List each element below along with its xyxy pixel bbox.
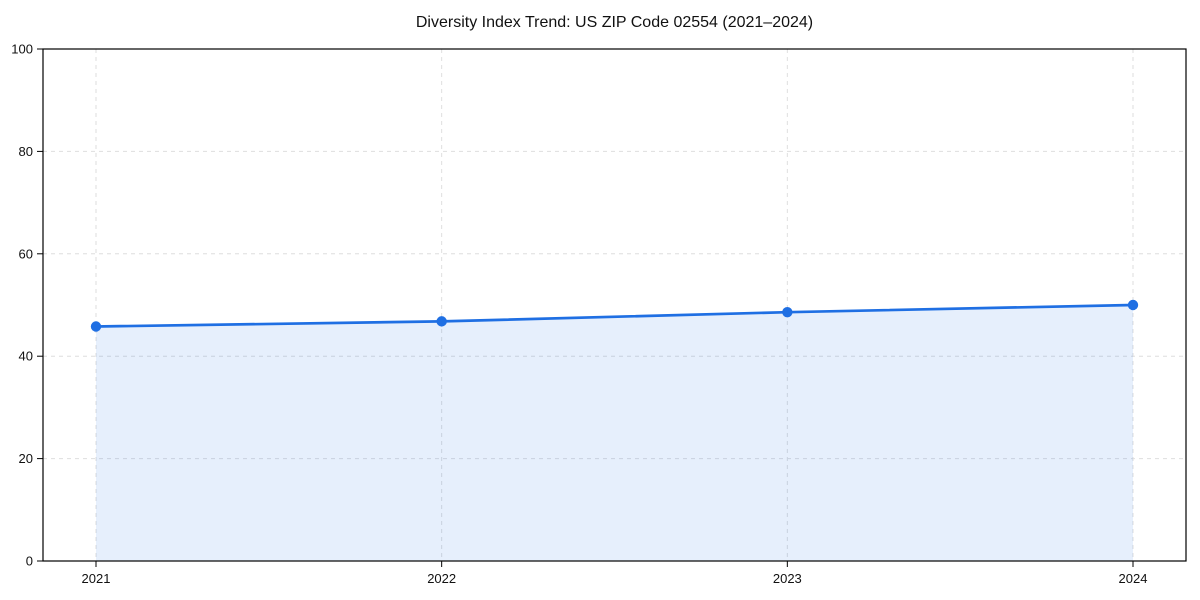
data-point <box>90 321 102 332</box>
x-axis-tick-label: 2024 <box>1119 571 1148 586</box>
chart-title: Diversity Index Trend: US ZIP Code 02554… <box>415 14 814 31</box>
area-fill <box>96 305 1133 561</box>
x-axis-tick-label: 2021 <box>82 571 111 586</box>
data-point <box>782 306 793 318</box>
plot-border <box>42 48 1187 562</box>
data-point <box>1127 299 1139 311</box>
y-axis-tick-label: 20 <box>19 451 33 466</box>
x-axis-tick-label: 2023 <box>773 571 802 586</box>
y-axis-tick-label: 0 <box>26 554 33 569</box>
x-axis-tick-label: 2022 <box>427 571 456 586</box>
data-point <box>436 316 447 327</box>
y-axis-tick-label: 80 <box>19 144 33 159</box>
y-axis-tick-label: 40 <box>19 349 33 364</box>
y-axis-tick-label: 100 <box>11 42 33 57</box>
y-axis-tick-label: 60 <box>19 246 33 261</box>
trend-line <box>94 303 1135 328</box>
